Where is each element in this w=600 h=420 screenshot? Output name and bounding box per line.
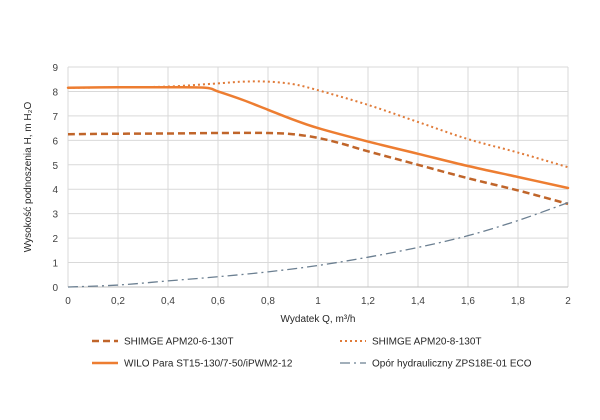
y-tick-label: 9: [52, 63, 58, 74]
x-tick-label: 0,6: [211, 296, 225, 307]
y-tick-label: 4: [52, 185, 58, 196]
x-axis-label: Wydatek Q, m³/h: [281, 314, 356, 325]
x-tick-label: 0,4: [161, 296, 175, 307]
x-tick-label: 1,2: [361, 296, 375, 307]
y-tick-label: 2: [52, 234, 58, 245]
legend-label-shimge-apm20-6-130t: SHIMGE APM20-6-130T: [124, 337, 233, 348]
y-tick-label: 8: [52, 87, 58, 98]
y-tick-label: 3: [52, 210, 58, 221]
x-tick-label: 0,8: [261, 296, 275, 307]
x-tick-label: 0,2: [111, 296, 125, 307]
series-line-op-r-hydrauliczny-zps18e-01-eco: [67, 202, 569, 288]
x-tick-label: 1: [315, 296, 321, 307]
series-line-shimge-apm20-6-130t: [67, 131, 569, 206]
legend-label-op-r-hydrauliczny-zps18e-01-eco: Opór hydrauliczny ZPS18E-01 ECO: [372, 359, 532, 370]
grid: [67, 66, 569, 288]
x-tick-label: 1,4: [411, 296, 425, 307]
y-tick-label: 5: [52, 161, 58, 172]
y-axis-label: Wysokość podnoszenia H, m H₂O: [23, 102, 34, 253]
legend-label-wilo-para-st15-130-7-50-ipwm2-12: WILO Para ST15-130/7-50/iPWM2-12: [124, 359, 293, 370]
series-group: [66, 80, 570, 288]
y-tick-label: 1: [52, 259, 58, 270]
x-tick-label: 1,6: [461, 296, 475, 307]
x-tick-label: 0: [65, 296, 71, 307]
legend-label-shimge-apm20-8-130t: SHIMGE APM20-8-130T: [372, 337, 481, 348]
series-line-wilo-para-st15-130-7-50-ipwm2-12: [66, 85, 570, 190]
x-tick-label: 1,8: [511, 296, 525, 307]
y-tick-label: 6: [52, 136, 58, 147]
x-tick-label: 2: [565, 296, 571, 307]
legend: SHIMGE APM20-6-130T SHIMGE APM20-8-130T WI…: [92, 337, 532, 370]
y-tick-label: 7: [52, 112, 58, 123]
tick-labels: 0 0,2 0,4 0,6 0,8 1 1,2 1,4 1,6 1,8 2 0 1 2 3 4 5 6 7 8 9: [52, 63, 571, 307]
y-tick-label: 0: [52, 283, 58, 294]
